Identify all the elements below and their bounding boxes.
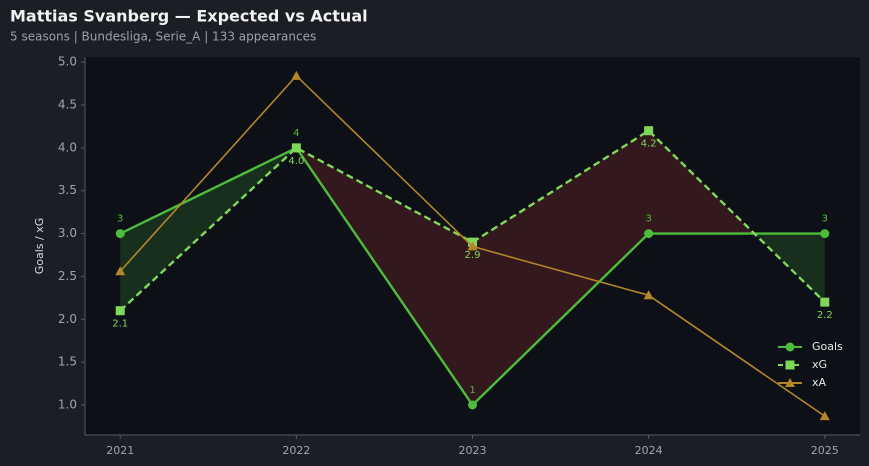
point	[644, 229, 654, 239]
point	[115, 266, 126, 276]
legend-marker	[785, 342, 795, 352]
x-tick-label: 2025	[811, 444, 839, 457]
chart-title: Mattias Svanberg — Expected vs Actual	[10, 7, 368, 26]
legend-marker	[785, 378, 795, 387]
point	[819, 411, 830, 421]
value-label: 4	[293, 128, 299, 139]
series-line	[119, 129, 826, 312]
difference-fill	[648, 130, 755, 234]
x-tick-label: 2024	[635, 444, 663, 457]
legend-label: xG	[812, 358, 827, 371]
point	[820, 229, 830, 239]
difference-fill	[472, 130, 649, 405]
value-label: 4.2	[641, 139, 657, 150]
point	[643, 290, 654, 300]
chart-subtitle: 5 seasons | Bundesliga, Serie_A | 133 ap…	[10, 30, 316, 44]
value-label: 3	[645, 214, 651, 225]
point	[820, 297, 830, 307]
point	[115, 306, 125, 316]
point	[467, 241, 478, 251]
y-tick-label: 2.0	[58, 312, 77, 326]
legend-label: Goals	[812, 340, 843, 353]
y-tick-label: 5.0	[58, 55, 77, 69]
x-tick-label: 2023	[459, 444, 487, 457]
value-label: 3	[117, 214, 123, 225]
y-tick-label: 1.0	[58, 398, 77, 412]
value-label: 2.9	[465, 250, 481, 261]
y-tick-label: 4.0	[58, 140, 77, 154]
y-tick-label: 4.5	[58, 98, 77, 112]
y-tick-label: 3.0	[58, 226, 77, 240]
y-tick-label: 3.5	[58, 183, 77, 197]
point	[468, 400, 477, 410]
y-tick-label: 1.5	[58, 355, 77, 369]
x-tick-label: 2022	[282, 444, 310, 457]
y-tick-label: 2.5	[58, 269, 77, 283]
legend-marker	[785, 360, 795, 370]
legend-label: xA	[812, 376, 827, 389]
point	[115, 229, 125, 239]
value-label: 2.2	[817, 310, 833, 321]
value-label: 4.0	[288, 156, 304, 167]
x-tick-label: 2021	[106, 444, 134, 457]
point	[291, 70, 302, 80]
value-label: 3	[822, 214, 828, 225]
point	[291, 143, 301, 153]
point	[644, 126, 654, 136]
y-axis-label: Goals / xG	[33, 218, 46, 275]
value-label: 1	[469, 385, 475, 396]
value-label: 2.1	[112, 319, 128, 330]
